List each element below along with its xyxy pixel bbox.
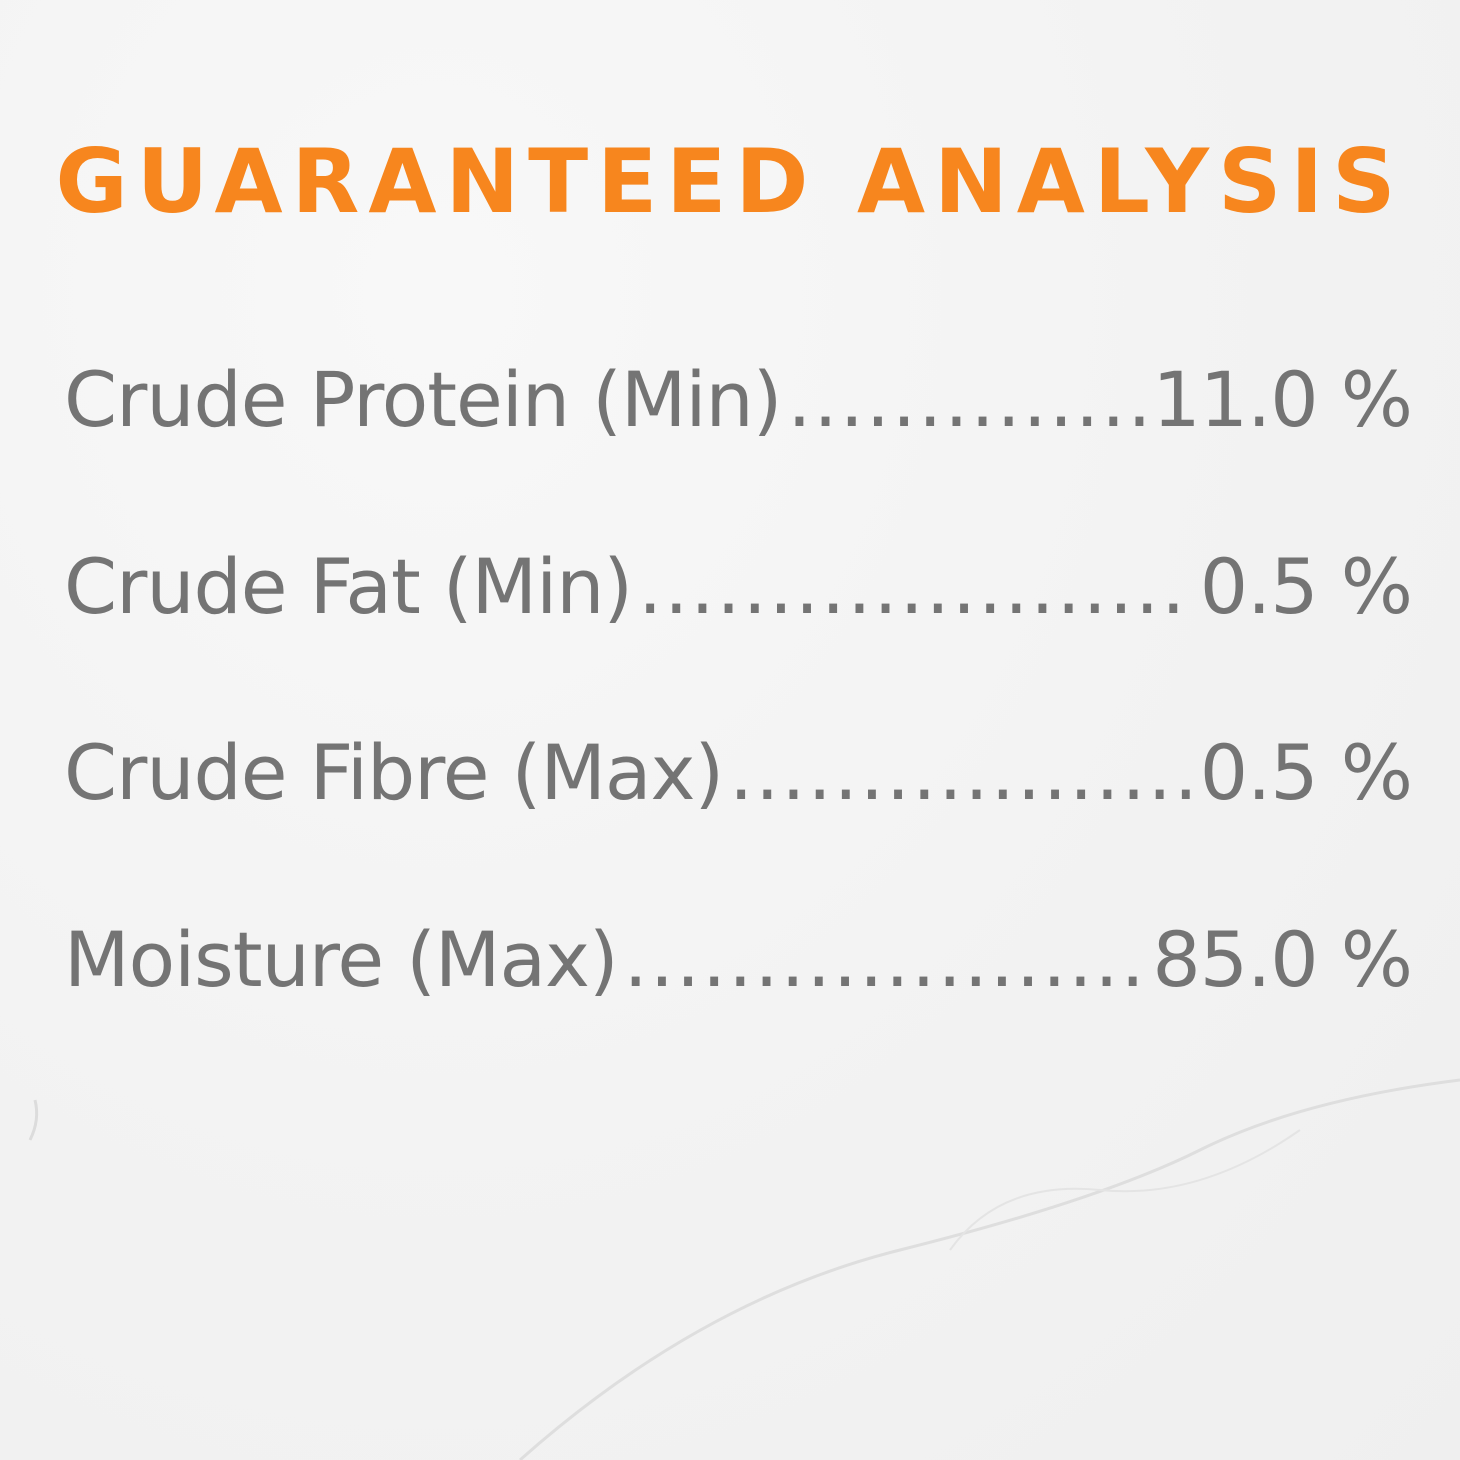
row-label: Crude Protein (Min) xyxy=(64,355,782,444)
dot-leader xyxy=(624,910,1147,1010)
dot-leader xyxy=(729,723,1194,823)
row-value: 0.5 % xyxy=(1199,542,1413,631)
analysis-row-moisture: Moisture (Max) 85.0 % xyxy=(64,910,1413,1010)
dot-leader xyxy=(787,350,1146,450)
analysis-row-fibre: Crude Fibre (Max) 0.5 % xyxy=(64,723,1413,823)
row-value: 85.0 % xyxy=(1152,915,1413,1004)
row-value: 11.0 % xyxy=(1152,355,1413,444)
row-label: Moisture (Max) xyxy=(64,915,619,1004)
analysis-row-protein: Crude Protein (Min) 11.0 % xyxy=(64,350,1413,450)
analysis-row-fat: Crude Fat (Min) 0.5 % xyxy=(64,537,1413,637)
row-label: Crude Fibre (Max) xyxy=(64,728,724,817)
dot-leader xyxy=(638,537,1194,637)
row-label: Crude Fat (Min) xyxy=(64,542,633,631)
page-title: GUARANTEED ANALYSIS xyxy=(55,130,1405,233)
row-value: 0.5 % xyxy=(1199,728,1413,817)
